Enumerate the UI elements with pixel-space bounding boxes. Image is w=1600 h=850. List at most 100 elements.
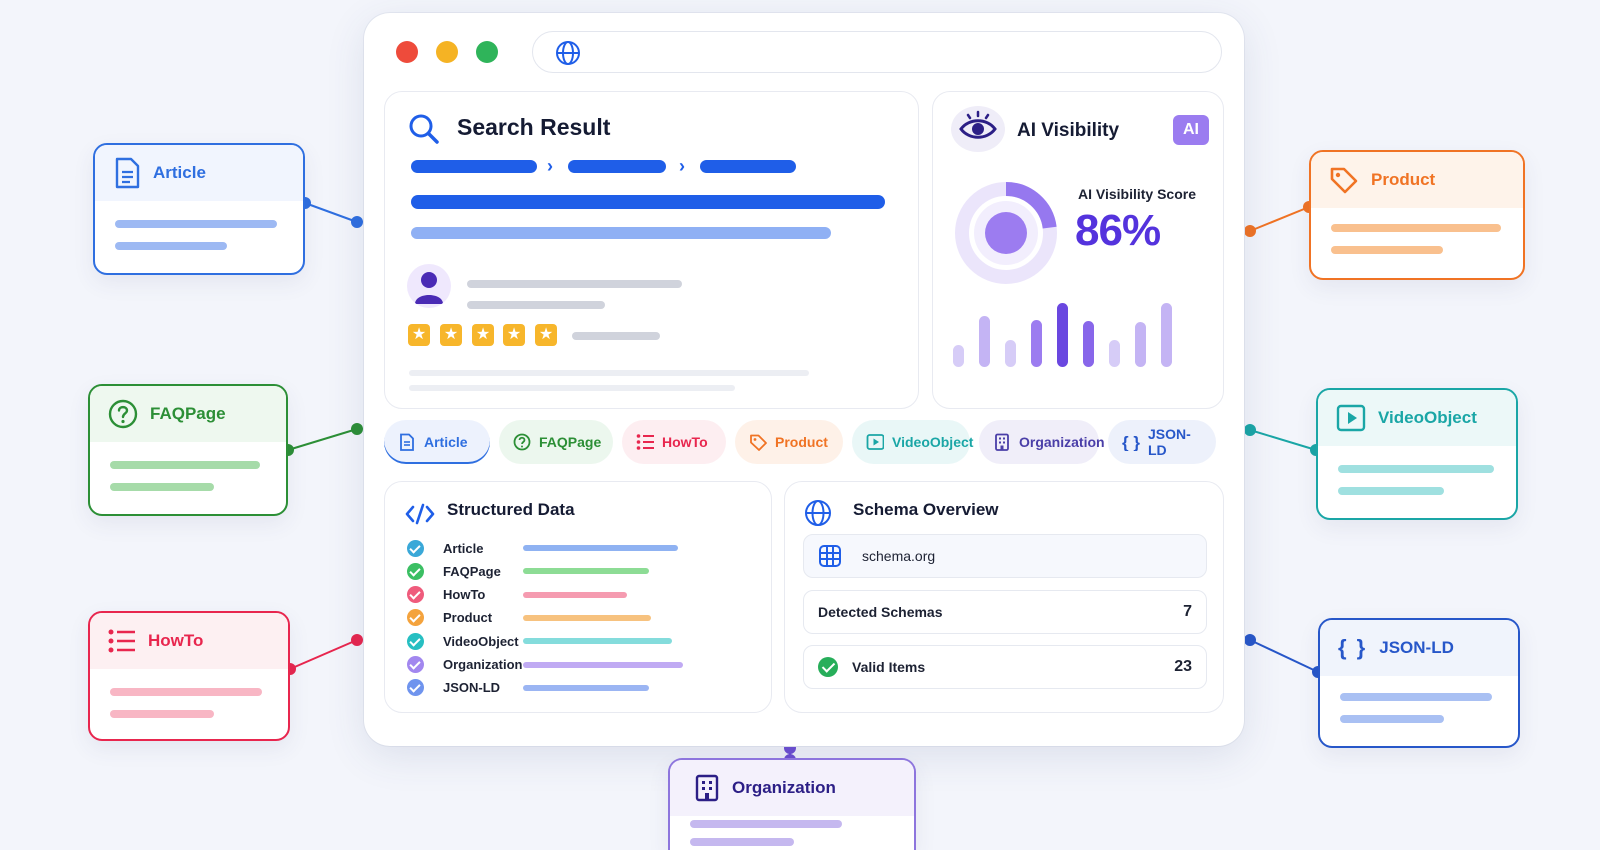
building-icon xyxy=(995,433,1009,451)
search-result-panel: Search Result › › ★ ★ ★ ★ ★ xyxy=(384,91,919,409)
structured-data-bar xyxy=(523,591,627,598)
check-circle-icon xyxy=(407,609,424,627)
jsonld-card[interactable]: { } JSON-LD xyxy=(1318,618,1520,748)
detected-schemas-label: Detected Schemas xyxy=(818,604,943,620)
howto-card-label: HowTo xyxy=(148,631,204,650)
detected-schemas-count: 7 xyxy=(1183,603,1192,620)
breadcrumb-placeholder-3 xyxy=(700,160,796,173)
building-icon xyxy=(695,774,719,802)
breadcrumb-placeholder-1 xyxy=(411,160,537,173)
chip-label: VideoObject xyxy=(892,434,974,450)
faqpage-card[interactable]: FAQPage xyxy=(88,384,288,516)
article-card[interactable]: Article xyxy=(93,143,305,275)
valid-items-count: 23 xyxy=(1174,658,1192,675)
visibility-bar xyxy=(1135,322,1146,367)
structured-data-label: HowTo xyxy=(443,587,486,603)
valid-items-label: Valid Items xyxy=(852,659,926,675)
jsonld-card-line xyxy=(1340,693,1492,701)
chip-jsonld[interactable]: { } JSON-LD xyxy=(1108,420,1216,464)
schema-overview-title: Schema Overview xyxy=(853,500,999,519)
check-circle-icon xyxy=(407,632,424,650)
videoobject-card-label: VideoObject xyxy=(1378,408,1477,427)
ai-visibility-title: AI Visibility xyxy=(1017,120,1120,141)
structured-data-panel: Structured Data Article FAQPage HowTo Produ… xyxy=(384,481,772,713)
howto-card[interactable]: HowTo xyxy=(88,611,290,741)
star-icon: ★ xyxy=(535,324,557,346)
structured-data-label: VideoObject xyxy=(443,633,519,649)
chip-label: Article xyxy=(424,434,468,450)
author-meta-placeholder xyxy=(467,301,605,309)
ai-visibility-panel: AI Visibility AI AI Visibility Score 86% xyxy=(932,91,1224,409)
visibility-bar xyxy=(953,345,964,367)
faqpage-card-line xyxy=(110,483,214,491)
schema-source-row[interactable]: schema.org xyxy=(803,534,1207,578)
product-card-label: Product xyxy=(1371,170,1436,189)
visibility-bar xyxy=(979,316,990,367)
list-icon xyxy=(108,629,135,653)
globe-icon xyxy=(805,500,831,526)
grid-icon xyxy=(819,545,841,567)
chip-product[interactable]: Product xyxy=(735,420,843,464)
minimize-window-button[interactable] xyxy=(436,41,458,63)
structured-data-bar xyxy=(523,661,683,668)
play-icon xyxy=(1336,404,1366,432)
chip-label: JSON-LD xyxy=(1148,426,1191,458)
structured-data-row[interactable]: JSON-LD xyxy=(407,678,649,698)
list-icon xyxy=(636,434,654,450)
videoobject-card-line xyxy=(1338,465,1494,473)
visibility-donut-arc xyxy=(955,182,1057,284)
check-circle-icon xyxy=(407,539,424,557)
ai-visibility-score-label: AI Visibility Score xyxy=(1078,186,1197,202)
structured-data-row[interactable]: Product xyxy=(407,608,651,628)
detected-schemas-row: Detected Schemas 7 xyxy=(803,590,1207,634)
product-card[interactable]: Product xyxy=(1309,150,1525,280)
schema-source-label: schema.org xyxy=(862,548,936,564)
structured-data-title: Structured Data xyxy=(447,500,575,519)
close-window-button[interactable] xyxy=(396,41,418,63)
chip-faqpage[interactable]: FAQPage xyxy=(499,420,613,464)
visibility-bar xyxy=(1161,303,1172,367)
structured-data-row[interactable]: Article xyxy=(407,538,678,558)
visibility-bar xyxy=(1005,340,1016,367)
organization-card[interactable]: Organization xyxy=(668,758,916,850)
footer-placeholder-2 xyxy=(409,385,735,391)
structured-data-label: FAQPage xyxy=(443,563,501,579)
chip-organization[interactable]: Organization xyxy=(979,420,1105,464)
chip-article[interactable]: Article xyxy=(384,420,490,464)
address-bar[interactable] xyxy=(532,31,1222,73)
article-card-line xyxy=(115,242,227,250)
chip-howto[interactable]: HowTo xyxy=(622,420,726,464)
ai-badge: AI xyxy=(1173,115,1209,145)
chevron-right-icon: › xyxy=(547,156,553,176)
structured-data-row[interactable]: VideoObject xyxy=(407,631,672,651)
braces-icon: { } xyxy=(1338,635,1368,660)
videoobject-card[interactable]: VideoObject xyxy=(1316,388,1518,520)
svg-text:{ }: { } xyxy=(1122,433,1140,451)
chip-videoobject[interactable]: VideoObject xyxy=(852,420,974,464)
organization-card-line xyxy=(690,820,842,828)
structured-data-label: Article xyxy=(443,540,484,556)
chip-label: Organization xyxy=(1019,434,1105,450)
check-circle-icon xyxy=(407,656,424,673)
organization-card-label: Organization xyxy=(732,778,836,797)
maximize-window-button[interactable] xyxy=(476,41,498,63)
play-icon xyxy=(866,434,884,450)
structured-data-row[interactable]: HowTo xyxy=(407,585,627,605)
structured-data-bar xyxy=(523,545,678,551)
result-title-placeholder xyxy=(411,195,885,209)
structured-data-label: Product xyxy=(443,610,493,626)
article-card-label: Article xyxy=(153,163,206,182)
structured-data-row[interactable]: FAQPage xyxy=(407,561,649,581)
avatar xyxy=(407,264,451,308)
chip-label: FAQPage xyxy=(539,434,602,450)
structured-data-row[interactable]: Organization xyxy=(407,655,683,675)
eye-icon-container xyxy=(951,106,1005,152)
visibility-donut-chart xyxy=(955,182,1057,284)
howto-card-line xyxy=(110,710,214,718)
eye-icon xyxy=(959,110,997,139)
author-name-placeholder xyxy=(467,280,682,288)
question-icon xyxy=(108,399,138,429)
tag-icon xyxy=(1330,167,1358,194)
product-card-line xyxy=(1331,224,1501,232)
chip-label: Product xyxy=(775,434,828,450)
